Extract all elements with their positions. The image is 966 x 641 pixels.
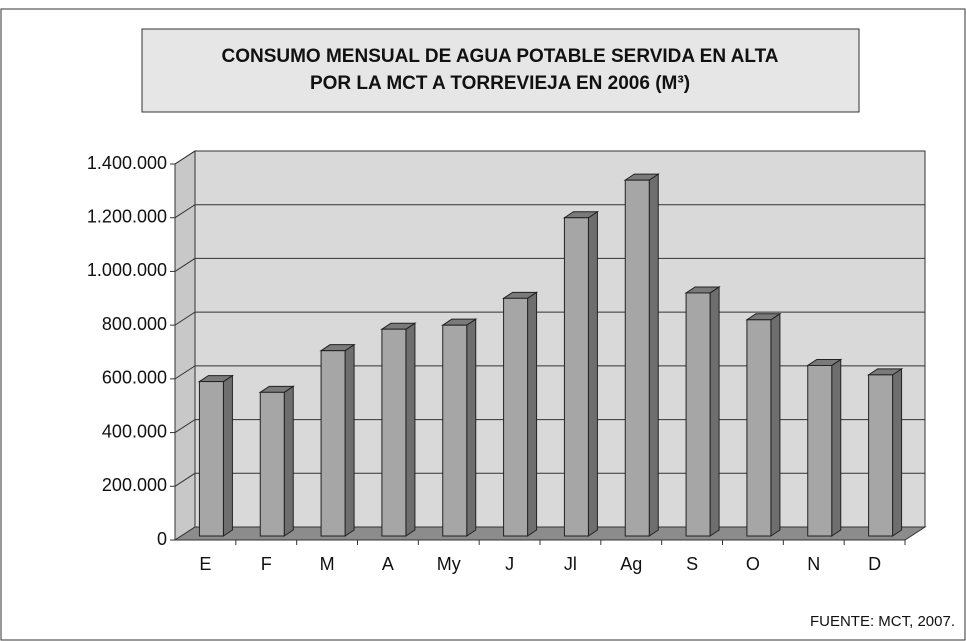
bar-side [466,318,477,537]
bar-side [405,322,416,537]
x-tick-label: M [320,554,335,574]
x-tick-label: F [261,554,272,574]
x-tick-label: N [807,554,820,574]
back-wall [194,150,926,528]
bar-side [344,343,355,537]
bar-side [770,312,781,537]
bar [503,297,529,537]
x-tick-label: O [746,554,760,574]
bar-side [222,374,233,537]
bar-side [709,286,720,537]
grid-line [174,472,925,487]
title-box [141,28,860,113]
y-tick-label: 1.200.000 [87,206,167,226]
y-tick-label: 800.000 [102,314,167,334]
x-tick-label: J [505,554,514,574]
grid-line [174,419,925,433]
bar-side [831,358,842,537]
bar [563,217,589,537]
bar [442,324,468,537]
bar [746,319,772,537]
grid-line [174,204,925,219]
bar [320,350,346,537]
bar-side [283,385,294,537]
chart-title: POR LA MCT A TORREVIEJA EN 2006 (M³) [310,73,690,94]
bar [198,381,224,537]
bar-side [648,173,659,537]
bar [868,374,894,537]
y-tick-label: 400.000 [102,421,167,441]
y-tick-label: 1.000.000 [87,260,167,280]
y-tick-label: 1.400.000 [87,153,167,173]
bar-side [587,210,598,537]
x-tick-label: S [686,554,698,574]
bar [685,292,711,537]
bar [624,179,650,537]
x-tick-label: Jl [564,554,577,574]
grid-line [174,257,925,272]
side-wall [174,150,196,541]
y-tick-label: 200.000 [102,475,167,495]
bar [381,328,407,537]
bar-side [527,291,538,537]
bar [259,391,285,537]
chart-title: CONSUMO MENSUAL DE AGUA POTABLE SERVIDA … [221,46,778,67]
grid-line [174,311,925,326]
grid-line [174,150,925,165]
x-tick-label: A [382,554,394,574]
source: FUENTE: MCT, 2007. [810,613,955,630]
x-tick-label: E [199,554,211,574]
grid-line [174,365,925,380]
y-tick-label: 0 [157,529,167,549]
x-tick-label: My [437,554,461,574]
bar-side [892,367,903,537]
x-tick-label: D [868,554,881,574]
y-tick-label: 600.000 [102,368,167,388]
x-tick-label: Ag [620,554,642,574]
bar [807,364,833,537]
